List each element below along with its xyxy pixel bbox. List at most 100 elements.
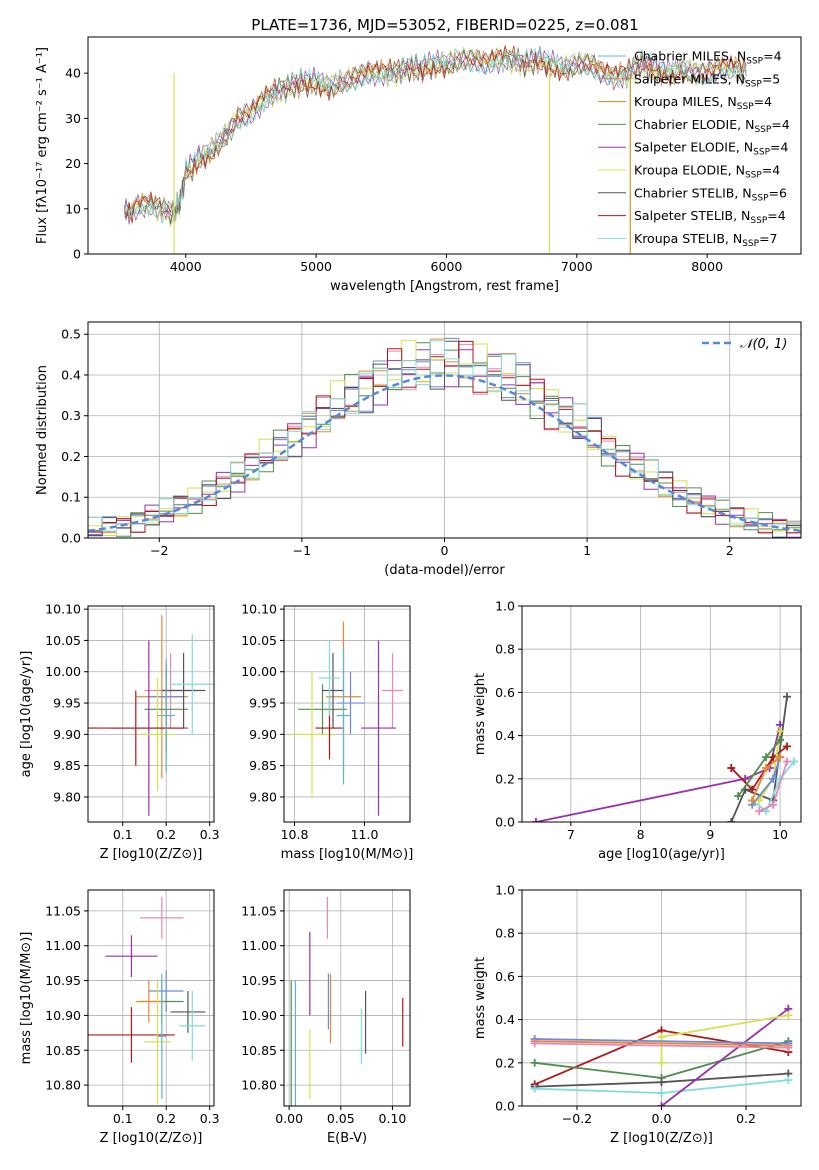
weight-line [534,1038,789,1045]
axes-frame [521,605,802,823]
x-tick-label: 11.0 [351,827,379,842]
spectrum-line [124,45,747,224]
y-tick-label: 0.4 [61,367,81,382]
figure-title: PLATE=1736, MJD=53052, FIBERID=0225, z=0… [251,16,638,34]
y-tick-label: 0.1 [61,490,81,505]
plot-area [290,896,404,1106]
axes-frame [283,605,411,823]
x-tick-label: 0.3 [200,827,220,842]
x-tick-label: −2 [150,543,168,558]
y-tick-label: 1.0 [495,599,515,614]
y-tick-label: 10 [65,201,81,216]
x-tick-label: 5000 [300,259,332,274]
y-tick-label: 0.0 [495,815,515,830]
x-tick-label: 0.1 [113,827,133,842]
x-tick-label: 9 [706,827,714,842]
y-tick-label: 10.90 [241,1008,277,1023]
spectrum-panel: 4000 5000 6000 7000 8000 0 10 20 30 40 wavelength … [35,36,802,294]
y-axis-label: mass weight [473,673,488,755]
x-tick-label: 7 [567,827,575,842]
plot-area [531,692,799,822]
x-tick-label: 0.3 [200,1111,220,1126]
plot-background [284,606,410,822]
y-tick-label: 40 [65,66,81,81]
legend-entry: Chabrier STELIB, NSSP=6 [634,185,787,203]
weight-line [751,760,795,813]
y-tick-label: 10.10 [45,602,81,617]
y-axis-label: mass weight [473,957,488,1039]
residuals-panel: −2 −1 0 1 2 0.0 0.1 0.2 0.3 0.4 0.5 (data-model)/er… [35,321,802,578]
plot-area [88,896,206,1105]
x-axis-label: E(B-V) [327,1131,367,1146]
y-tick-label: 10.05 [241,633,277,648]
plot-area [530,1004,793,1106]
x-tick-label: 8000 [691,259,723,274]
spectrum-line [124,47,747,221]
plot-area [124,45,747,254]
plot-area [88,337,801,538]
y-tick-label: 0.0 [495,1099,515,1114]
legend-entry: 𝒩(0, 1) [740,337,787,352]
plot-background [522,606,801,822]
x-tick-label: 0.0 [652,1111,672,1126]
y-tick-label: 0.6 [495,969,515,984]
histogram-step [88,340,801,532]
legend-entry: Salpeter ELODIE, NSSP=4 [634,140,789,158]
y-tick-label: 0.2 [495,1055,515,1070]
plot-area [291,621,403,816]
y-tick-label: 10.10 [241,602,277,617]
x-tick-label: 0.1 [113,1111,133,1126]
axes-frame [283,889,411,1107]
legend-entry: Salpeter MILES, NSSP=5 [634,71,780,89]
y-axis-label: mass [log10(M/M⊙)] [19,932,34,1065]
age-vs-mass-panel: 10.8 11.0 9.80 9.85 9.90 9.95 10.00 10.05 10.10 m… [241,602,413,862]
x-axis-label: (data-model)/error [384,563,505,578]
x-tick-label: 0.05 [327,1111,355,1126]
y-tick-label: 0 [73,247,81,262]
mass-vs-Z-panel: 0.1 0.2 0.3 10.80 10.85 10.90 10.95 11.00 11.05 Z… [19,889,220,1146]
x-tick-label: 0 [441,543,449,558]
y-tick-label: 10.05 [45,633,81,648]
y-tick-label: 11.00 [45,938,81,953]
plot-background [284,890,410,1106]
x-tick-label: 0.10 [379,1111,407,1126]
y-tick-label: 10.95 [241,973,277,988]
normal-curve [88,374,801,533]
y-tick-label: 11.05 [45,903,81,918]
x-tick-label: 0.2 [736,1111,756,1126]
y-tick-label: 0.8 [495,642,515,657]
y-tick-label: 0.6 [495,685,515,700]
x-axis-label: Z [log10(Z/Z⊙)] [100,1131,203,1146]
x-tick-label: 0.00 [275,1111,303,1126]
y-tick-label: 0.2 [495,771,515,786]
mass-vs-EBV-panel: 0.00 0.05 0.10 10.80 10.85 10.90 10.95 11.00 11.… [241,889,411,1146]
y-axis-label: Flux [fλ10⁻¹⁷ erg cm⁻² s⁻¹ A⁻¹] [35,47,50,244]
x-tick-label: 4000 [170,259,202,274]
mass-weight-vs-Z-panel: −0.2 0.0 0.2 0.0 0.2 0.4 0.6 0.8 1.0 Z [log10(Z/Z… [473,883,802,1146]
x-tick-label: 8 [637,827,645,842]
y-tick-label: 9.80 [249,789,277,804]
legend-entry: Kroupa MILES, NSSP=4 [634,94,772,112]
x-axis-label: wavelength [Angstrom, rest frame] [330,279,559,294]
plot-background [88,890,214,1106]
mass-weight-vs-age-panel: 7 8 9 10 0.0 0.2 0.4 0.6 0.8 1.0 age [log10(age/yr… [473,599,802,862]
y-tick-label: 10.00 [45,664,81,679]
y-tick-label: 0.5 [61,327,81,342]
x-tick-label: 7000 [561,259,593,274]
plot-area [88,615,214,816]
legend-entry: Kroupa STELIB, NSSP=7 [634,231,778,249]
x-tick-label: −0.2 [562,1111,592,1126]
axes-frame [87,889,215,1107]
x-tick-label: 1 [583,543,591,558]
y-tick-label: 20 [65,156,81,171]
x-axis-label: mass [log10(M/M⊙)] [281,847,414,862]
weight-line [660,1008,789,1106]
y-tick-label: 0.3 [61,408,81,423]
x-axis-label: age [log10(age/yr)] [598,847,725,862]
y-tick-label: 10.95 [45,973,81,988]
y-tick-label: 0.4 [495,1012,515,1027]
y-tick-label: 9.90 [249,727,277,742]
x-tick-label: 6000 [431,259,463,274]
y-tick-label: 10.85 [241,1043,277,1058]
y-tick-label: 0.8 [495,926,515,941]
